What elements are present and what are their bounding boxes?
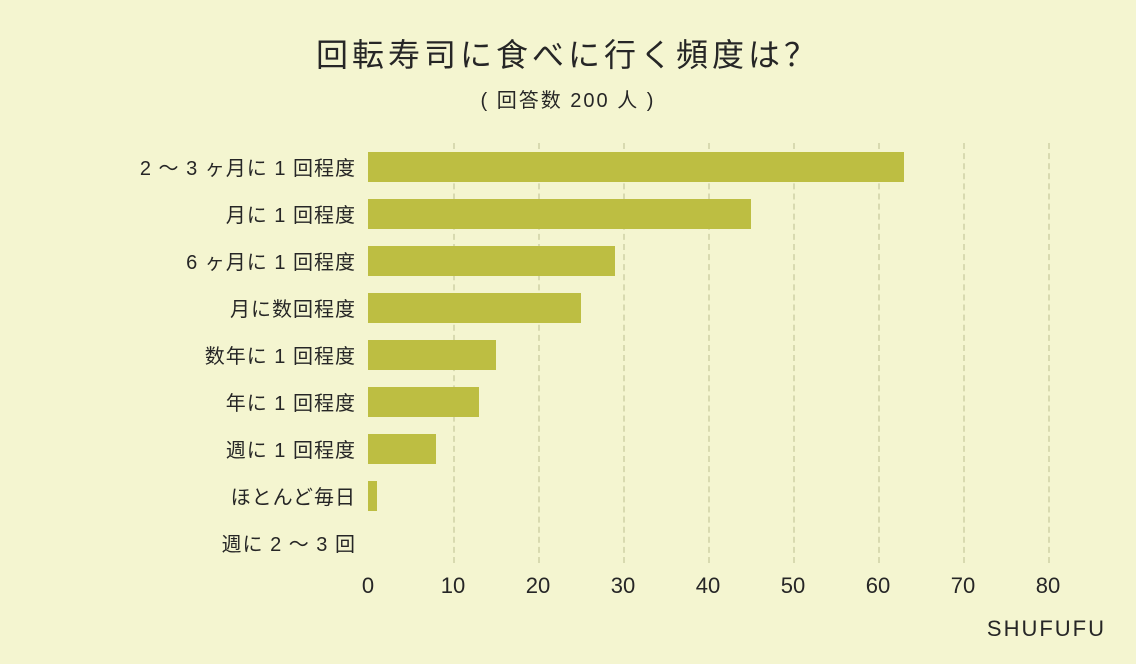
bar (368, 199, 751, 229)
chart-subtitle: ( 回答数 200 人 ) (0, 84, 1136, 113)
bar-row: 月に 1 回程度 (368, 190, 1048, 237)
bars-group: 2 ～ 3 ヶ月に 1 回程度月に 1 回程度6 ヶ月に 1 回程度月に数回程度… (368, 143, 1048, 566)
bar-label: 週に 1 回程度 (56, 434, 356, 463)
bar-row: 月に数回程度 (368, 284, 1048, 331)
bar (368, 152, 904, 182)
x-tick: 80 (1036, 573, 1060, 599)
bar (368, 246, 615, 276)
bar (368, 387, 479, 417)
bar-row: 6 ヶ月に 1 回程度 (368, 237, 1048, 284)
chart-area: 2 ～ 3 ヶ月に 1 回程度月に 1 回程度6 ヶ月に 1 回程度月に数回程度… (68, 143, 1068, 613)
bar-label: 6 ヶ月に 1 回程度 (56, 246, 356, 275)
bar (368, 293, 581, 323)
attribution: SHUFUFU (987, 616, 1106, 642)
bar-label: 週に 2 ～ 3 回 (56, 528, 356, 557)
bar-row: 2 ～ 3 ヶ月に 1 回程度 (368, 143, 1048, 190)
x-axis: 01020304050607080 (368, 573, 1048, 603)
x-tick: 40 (696, 573, 720, 599)
x-tick: 60 (866, 573, 890, 599)
bar-row: ほとんど毎日 (368, 472, 1048, 519)
bar-label: 数年に 1 回程度 (56, 340, 356, 369)
chart-title: 回転寿司に食べに行く頻度は？ (0, 30, 1136, 76)
x-tick: 0 (362, 573, 374, 599)
x-tick: 20 (526, 573, 550, 599)
x-tick: 50 (781, 573, 805, 599)
bar-label: ほとんど毎日 (56, 481, 356, 510)
x-tick: 70 (951, 573, 975, 599)
bar-label: 月に 1 回程度 (56, 199, 356, 228)
gridline (1048, 143, 1050, 563)
bar (368, 481, 377, 511)
bar (368, 434, 436, 464)
x-tick: 10 (441, 573, 465, 599)
bar (368, 340, 496, 370)
bar-row: 週に 1 回程度 (368, 425, 1048, 472)
chart-container: 回転寿司に食べに行く頻度は？ ( 回答数 200 人 ) 2 ～ 3 ヶ月に 1… (0, 0, 1136, 664)
bar-label: 2 ～ 3 ヶ月に 1 回程度 (56, 152, 356, 181)
bar-row: 週に 2 ～ 3 回 (368, 519, 1048, 566)
bar-row: 年に 1 回程度 (368, 378, 1048, 425)
x-tick: 30 (611, 573, 635, 599)
bar-label: 年に 1 回程度 (56, 387, 356, 416)
bar-label: 月に数回程度 (56, 293, 356, 322)
bar-row: 数年に 1 回程度 (368, 331, 1048, 378)
